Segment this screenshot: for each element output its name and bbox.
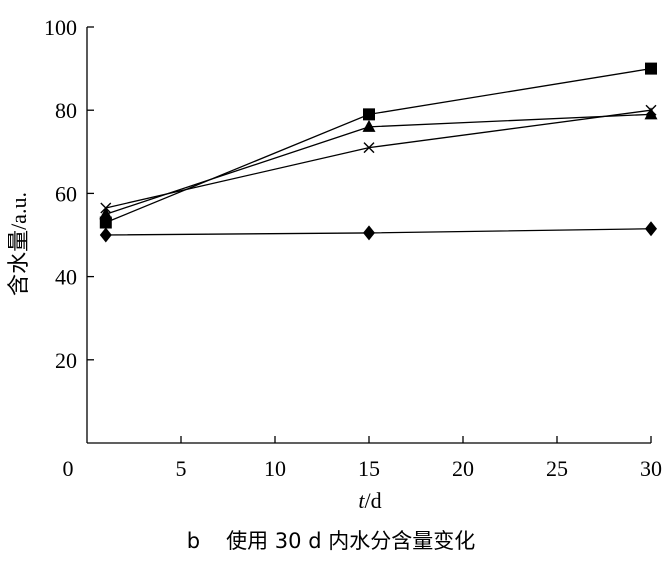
y-ticks: 20 40 60 80 100 <box>44 15 94 373</box>
series-square <box>99 62 657 229</box>
square-marker <box>645 62 657 75</box>
triangle-marker <box>99 207 113 220</box>
square-marker <box>363 108 375 121</box>
y-tick-label: 80 <box>55 98 77 123</box>
diamond-marker <box>645 221 657 237</box>
x-tick-label: 15 <box>358 456 380 481</box>
series-line-cross <box>105 109 652 209</box>
x-tick-label: 20 <box>452 456 474 481</box>
cross-marker <box>645 104 657 116</box>
triangle-marker <box>362 119 376 132</box>
y-tick-label: 100 <box>44 15 77 40</box>
x-axis-title-var: t <box>358 488 365 513</box>
series-triangle <box>99 107 658 220</box>
series-line-diamond <box>105 228 652 236</box>
figure-caption: b 使用 30 d 内水分含量变化 <box>187 529 475 553</box>
caption-letter: b <box>187 529 200 553</box>
cross-marker <box>100 202 112 214</box>
square-marker <box>99 216 112 229</box>
x-tick-label: 25 <box>546 456 568 481</box>
triangle-marker <box>644 107 658 120</box>
y-tick-label: 40 <box>55 265 77 290</box>
series-layer <box>99 62 658 243</box>
y-tick-label: 60 <box>55 181 77 206</box>
cross-marker <box>363 142 375 154</box>
x-tick-label: 10 <box>264 456 286 481</box>
diamond-marker <box>99 227 112 243</box>
x-tick-label: 30 <box>640 456 662 481</box>
x-ticks: 0 5 10 15 20 25 30 <box>63 436 662 481</box>
diamond-marker <box>363 225 375 241</box>
y-tick-label: 20 <box>55 348 77 373</box>
x-axis-title: t/d <box>358 488 381 513</box>
series-cross <box>100 104 657 214</box>
series-line-triangle <box>105 113 652 215</box>
series-diamond <box>99 221 657 243</box>
caption-text: 使用 30 d 内水分含量变化 <box>226 529 475 553</box>
x-axis-title-unit: /d <box>365 488 382 513</box>
x-tick-label: 5 <box>176 456 187 481</box>
y-axis-title: 含水量/a.u. <box>6 192 31 296</box>
series-line-square <box>105 67 652 224</box>
x-tick-label: 0 <box>63 456 74 481</box>
